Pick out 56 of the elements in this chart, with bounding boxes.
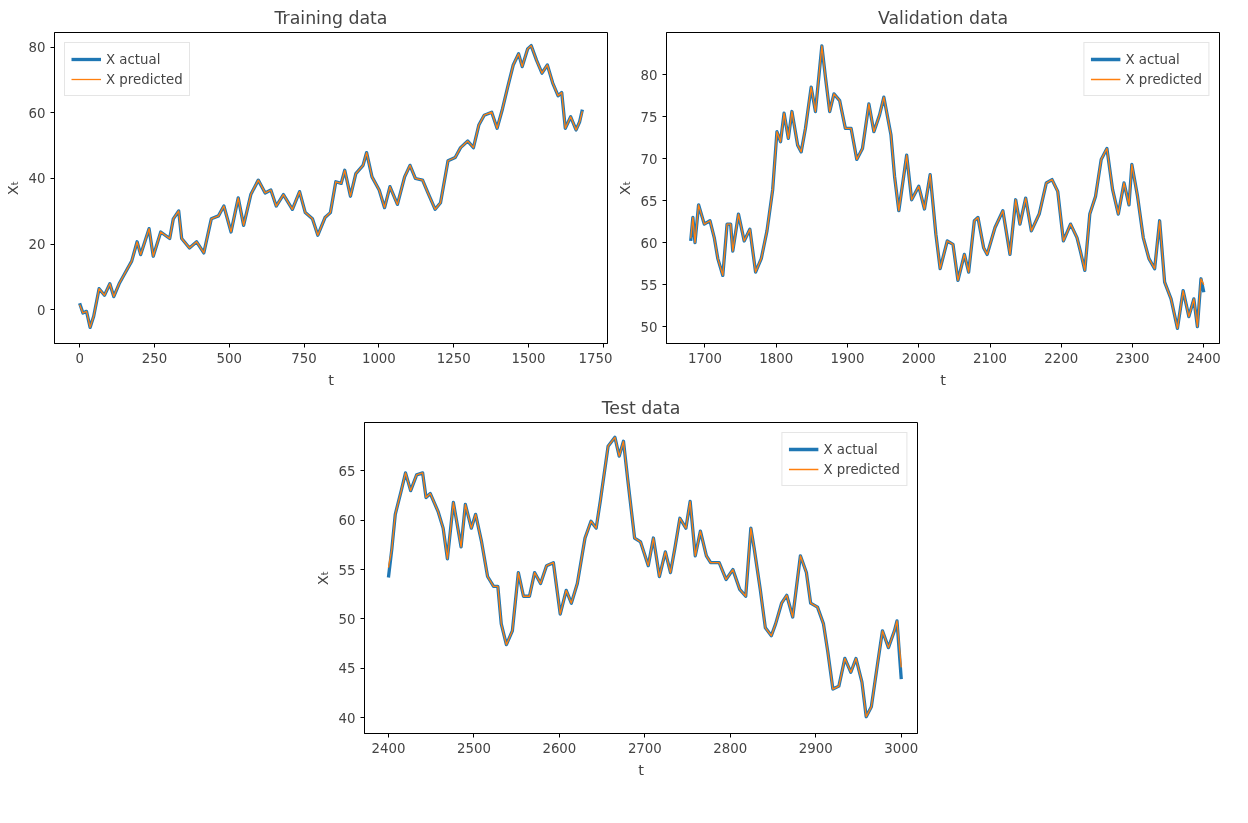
y-tick-label: 40	[338, 710, 356, 726]
x-tick-label: 750	[291, 350, 317, 366]
x-tick-label: 2300	[1115, 350, 1150, 366]
y-tick-label: 70	[640, 151, 658, 167]
y-tick-label: 80	[28, 40, 46, 56]
x-axis-title: t	[638, 760, 645, 778]
y-tick-label: 0	[37, 302, 46, 318]
x-tick-label: 1750	[578, 350, 613, 366]
y-tick-label: 55	[338, 562, 356, 578]
legend-label: X predicted	[1125, 71, 1202, 87]
y-tick-label: 55	[640, 277, 658, 293]
x-tick-label: 2200	[1044, 350, 1079, 366]
x-axis-title: t	[940, 370, 947, 388]
x-tick-label: 3000	[884, 740, 919, 756]
x-tick-label: 2100	[973, 350, 1007, 366]
chart-title: Validation data	[877, 7, 1009, 28]
y-tick-label: 65	[640, 193, 658, 209]
y-tick-label: 60	[640, 235, 658, 251]
legend-label: X actual	[106, 51, 161, 67]
y-tick-label: 65	[338, 463, 356, 479]
y-axis-title: Xₜ	[615, 180, 633, 196]
y-axis-title: Xₜ	[3, 180, 21, 196]
x-tick-label: 2900	[798, 740, 833, 756]
y-tick-label: 80	[640, 67, 658, 83]
chart-title: Test data	[600, 397, 681, 418]
x-tick-label: 1500	[511, 350, 546, 366]
x-tick-label: 2600	[542, 740, 577, 756]
x-tick-label: 2000	[901, 350, 936, 366]
legend-label: X actual	[1125, 51, 1180, 67]
y-tick-label: 20	[28, 237, 46, 253]
x-tick-label: 500	[216, 350, 242, 366]
legend-label: X actual	[823, 441, 878, 457]
y-tick-label: 60	[338, 513, 356, 529]
legend-label: X predicted	[106, 71, 183, 87]
y-tick-label: 50	[640, 319, 658, 335]
x-tick-label: 1800	[759, 350, 794, 366]
x-tick-label: 2400	[371, 740, 406, 756]
y-tick-label: 60	[28, 105, 46, 121]
x-tick-label: 2400	[1186, 350, 1221, 366]
x-tick-label: 1700	[688, 350, 722, 366]
x-tick-label: 1250	[436, 350, 471, 366]
x-axis-title: t	[328, 370, 335, 388]
legend-label: X predicted	[823, 461, 900, 477]
x-tick-label: 2700	[627, 740, 662, 756]
x-tick-label: 1900	[830, 350, 865, 366]
y-tick-label: 75	[640, 109, 658, 125]
y-axis-title: Xₜ	[313, 570, 331, 586]
x-tick-label: 250	[141, 350, 168, 366]
x-tick-label: 2800	[713, 740, 748, 756]
x-tick-label: 0	[75, 350, 84, 366]
x-tick-label: 1000	[361, 350, 396, 366]
chart-title: Training data	[273, 7, 388, 28]
x-tick-label: 2500	[456, 740, 491, 756]
y-tick-label: 50	[338, 611, 356, 627]
y-tick-label: 45	[338, 661, 356, 677]
y-tick-label: 40	[28, 171, 46, 187]
